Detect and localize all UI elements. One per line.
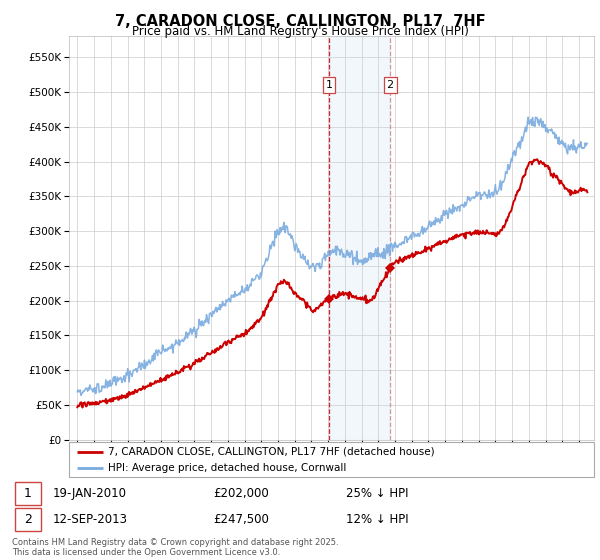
Text: 25% ↓ HPI: 25% ↓ HPI <box>346 487 409 500</box>
Text: 19-JAN-2010: 19-JAN-2010 <box>52 487 127 500</box>
Text: 1: 1 <box>24 487 32 500</box>
Bar <box>15 482 41 505</box>
Text: HPI: Average price, detached house, Cornwall: HPI: Average price, detached house, Corn… <box>109 463 347 473</box>
Text: Contains HM Land Registry data © Crown copyright and database right 2025.
This d: Contains HM Land Registry data © Crown c… <box>12 538 338 557</box>
Text: £247,500: £247,500 <box>214 512 269 526</box>
Text: 7, CARADON CLOSE, CALLINGTON, PL17  7HF: 7, CARADON CLOSE, CALLINGTON, PL17 7HF <box>115 14 485 29</box>
Text: 1: 1 <box>325 80 332 90</box>
Text: 2: 2 <box>24 512 32 526</box>
Text: 2: 2 <box>386 80 394 90</box>
Text: 12-SEP-2013: 12-SEP-2013 <box>52 512 127 526</box>
Text: Price paid vs. HM Land Registry's House Price Index (HPI): Price paid vs. HM Land Registry's House … <box>131 25 469 38</box>
Text: 7, CARADON CLOSE, CALLINGTON, PL17 7HF (detached house): 7, CARADON CLOSE, CALLINGTON, PL17 7HF (… <box>109 447 435 457</box>
Text: 12% ↓ HPI: 12% ↓ HPI <box>346 512 409 526</box>
Text: £202,000: £202,000 <box>214 487 269 500</box>
Bar <box>15 507 41 531</box>
Bar <box>329 36 390 440</box>
